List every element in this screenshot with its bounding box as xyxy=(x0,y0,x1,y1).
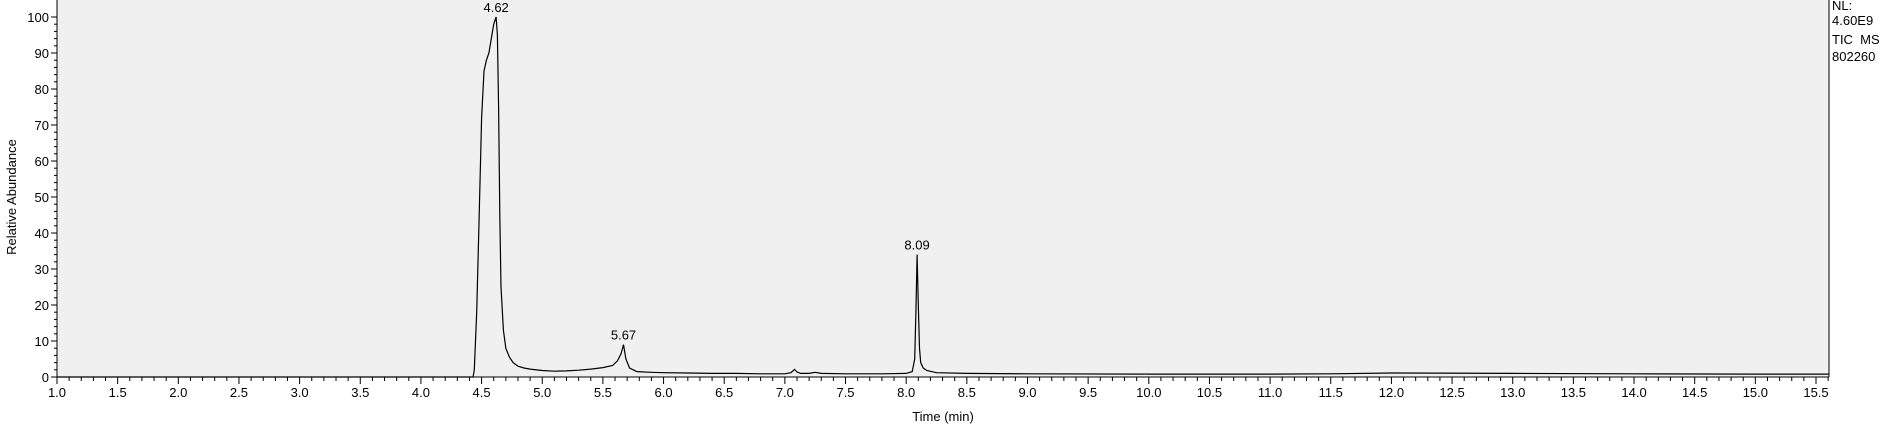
y-tick-label: 20 xyxy=(35,298,49,313)
x-tick-label: 9.0 xyxy=(1018,385,1036,400)
x-tick-label: 12.5 xyxy=(1439,385,1464,400)
x-tick-label: 14.0 xyxy=(1621,385,1646,400)
x-tick-label: 4.5 xyxy=(473,385,491,400)
x-tick-label: 3.5 xyxy=(351,385,369,400)
y-tick-label: 10 xyxy=(35,334,49,349)
info-line-3: TIC MS xyxy=(1832,32,1880,47)
y-tick-label: 80 xyxy=(35,82,49,97)
y-tick-label: 40 xyxy=(35,226,49,241)
normalization-info: NL: 4.60E9 TIC MS 802260 xyxy=(1832,0,1880,64)
info-line-4: 802260 xyxy=(1832,49,1875,64)
info-line-2: 4.60E9 xyxy=(1832,13,1873,28)
peak-label: 5.67 xyxy=(611,328,636,343)
plot-area xyxy=(57,0,1829,377)
x-tick-label: 4.0 xyxy=(412,385,430,400)
peak-label: 8.09 xyxy=(904,238,929,253)
x-tick-label: 7.5 xyxy=(836,385,854,400)
x-tick-label: 10.0 xyxy=(1136,385,1161,400)
y-tick-label: 50 xyxy=(35,190,49,205)
x-tick-label: 6.0 xyxy=(655,385,673,400)
x-tick-label: 5.0 xyxy=(533,385,551,400)
peak-labels: 4.62 5.67 8.09 xyxy=(483,0,929,343)
x-tick-label: 10.5 xyxy=(1197,385,1222,400)
y-tick-label: 60 xyxy=(35,154,49,169)
x-tick-label: 15.5 xyxy=(1803,385,1828,400)
y-axis-ticks: 0 10 20 30 40 50 60 70 80 90 100 xyxy=(27,10,57,385)
x-tick-label: 13.0 xyxy=(1500,385,1525,400)
x-tick-label: 15.0 xyxy=(1743,385,1768,400)
y-tick-label: 30 xyxy=(35,262,49,277)
x-tick-label: 11.0 xyxy=(1258,385,1282,400)
y-tick-label: 90 xyxy=(35,46,49,61)
info-line-1: NL: xyxy=(1832,0,1852,13)
x-tick-label: 9.5 xyxy=(1079,385,1097,400)
chromatogram-trace xyxy=(57,16,1829,378)
x-tick-label: 2.5 xyxy=(230,385,248,400)
x-tick-label: 11.5 xyxy=(1319,385,1343,400)
x-tick-label: 13.5 xyxy=(1561,385,1586,400)
x-tick-label: 14.5 xyxy=(1682,385,1707,400)
x-tick-label: 8.5 xyxy=(958,385,976,400)
x-tick-label: 7.0 xyxy=(776,385,794,400)
x-tick-label: 12.0 xyxy=(1379,385,1404,400)
y-tick-label: 100 xyxy=(27,10,49,25)
x-axis-ticks: 1.0 1.5 2.0 2.5 3.0 3.5 4.0 4.5 5.0 5.5 6.0 6.5 7.0 7… xyxy=(48,377,1829,400)
x-tick-label: 8.0 xyxy=(897,385,915,400)
x-tick-label: 1.0 xyxy=(48,385,66,400)
x-tick-label: 5.5 xyxy=(594,385,612,400)
x-tick-label: 6.5 xyxy=(715,385,733,400)
y-tick-label: 70 xyxy=(35,118,49,133)
x-tick-label: 3.0 xyxy=(291,385,309,400)
y-tick-label: 0 xyxy=(42,370,49,385)
y-axis-title: Relative Abundance xyxy=(4,139,19,255)
x-axis-title: Time (min) xyxy=(912,409,974,424)
peak-label: 4.62 xyxy=(483,0,508,15)
x-tick-label: 2.0 xyxy=(169,385,187,400)
x-tick-label: 1.5 xyxy=(109,385,127,400)
